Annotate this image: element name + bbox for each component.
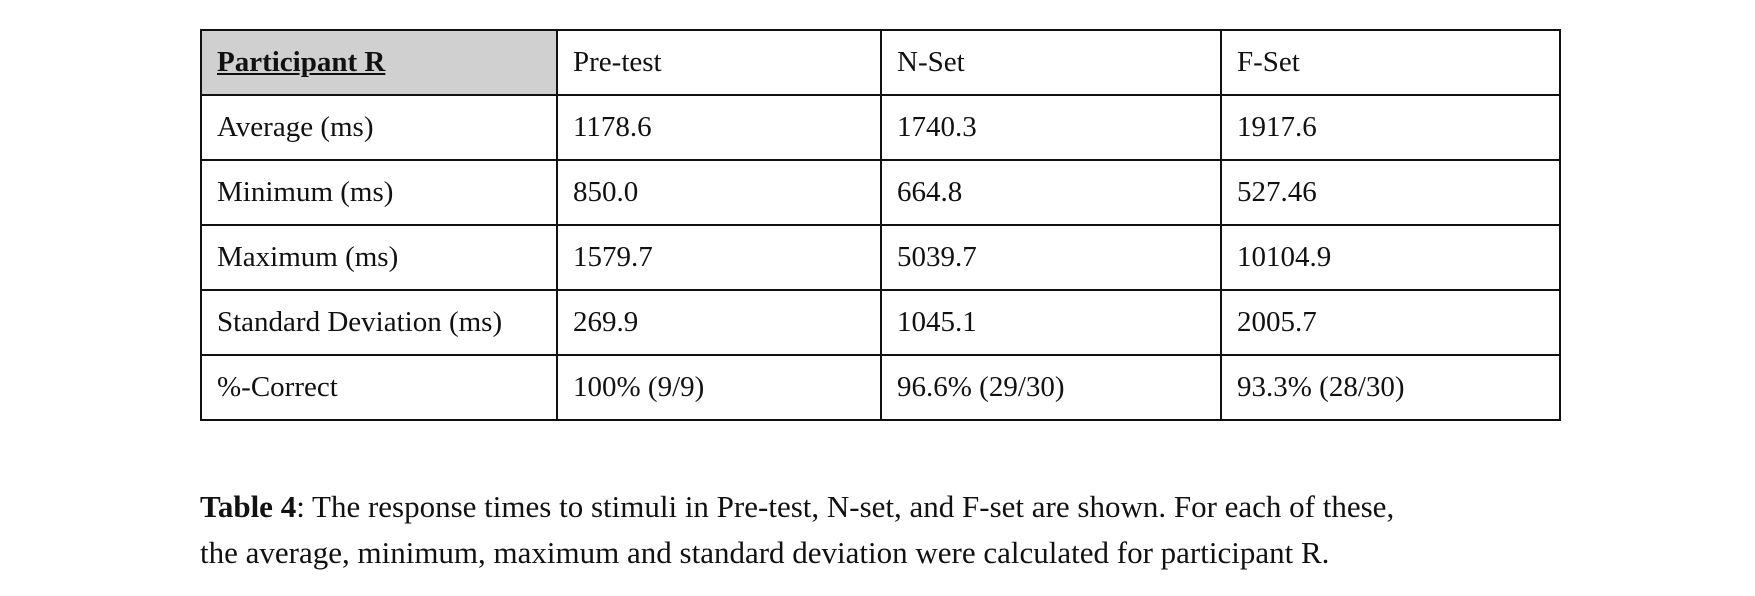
table-cell: 1917.6 bbox=[1220, 94, 1561, 161]
table-cell: 850.0 bbox=[556, 159, 882, 226]
table-cell: 1045.1 bbox=[880, 289, 1222, 356]
table-row: Minimum (ms) 850.0 664.8 527.46 bbox=[200, 159, 1561, 226]
header-cell: F-Set bbox=[1220, 29, 1561, 96]
table-cell: 1178.6 bbox=[556, 94, 882, 161]
header-cell: Pre-test bbox=[556, 29, 882, 96]
table-cell: 2005.7 bbox=[1220, 289, 1561, 356]
table-cell: 269.9 bbox=[556, 289, 882, 356]
table-row: Standard Deviation (ms) 269.9 1045.1 2005.7 bbox=[200, 289, 1561, 356]
header-cell: Participant R bbox=[200, 29, 558, 96]
caption: Table 4: The response times to stimuli i… bbox=[200, 484, 1394, 576]
row-label: Standard Deviation (ms) bbox=[200, 289, 558, 356]
results-table: Participant R Pre-test N-Set F-Set Average (… bbox=[200, 29, 1561, 421]
row-label: Maximum (ms) bbox=[200, 224, 558, 291]
table-row: %-Correct 100% (9/9) 96.6% (29/30) 93.3% (2… bbox=[200, 354, 1561, 421]
table-cell: 93.3% (28/30) bbox=[1220, 354, 1561, 421]
table-cell: 100% (9/9) bbox=[556, 354, 882, 421]
table-cell: 1740.3 bbox=[880, 94, 1222, 161]
table-cell: 664.8 bbox=[880, 159, 1222, 226]
caption-text: the average, minimum, maximum and standa… bbox=[200, 535, 1330, 570]
caption-text: : The response times to stimuli in Pre-t… bbox=[296, 489, 1395, 524]
caption-label: Table 4 bbox=[200, 489, 297, 524]
table-cell: 5039.7 bbox=[880, 224, 1222, 291]
row-label: %-Correct bbox=[200, 354, 558, 421]
table-body: Participant R Pre-test N-Set F-Set Average (… bbox=[200, 29, 1561, 421]
header-cell: N-Set bbox=[880, 29, 1222, 96]
table-cell: 10104.9 bbox=[1220, 224, 1561, 291]
table-row: Average (ms) 1178.6 1740.3 1917.6 bbox=[200, 94, 1561, 161]
table-cell: 1579.7 bbox=[556, 224, 882, 291]
table-cell: 527.46 bbox=[1220, 159, 1561, 226]
caption-line: the average, minimum, maximum and standa… bbox=[200, 530, 1394, 576]
caption-line: Table 4: The response times to stimuli i… bbox=[200, 484, 1394, 530]
table-cell: 96.6% (29/30) bbox=[880, 354, 1222, 421]
header-row: Participant R Pre-test N-Set F-Set bbox=[200, 29, 1561, 96]
row-label: Minimum (ms) bbox=[200, 159, 558, 226]
table-row: Maximum (ms) 1579.7 5039.7 10104.9 bbox=[200, 224, 1561, 291]
row-label: Average (ms) bbox=[200, 94, 558, 161]
